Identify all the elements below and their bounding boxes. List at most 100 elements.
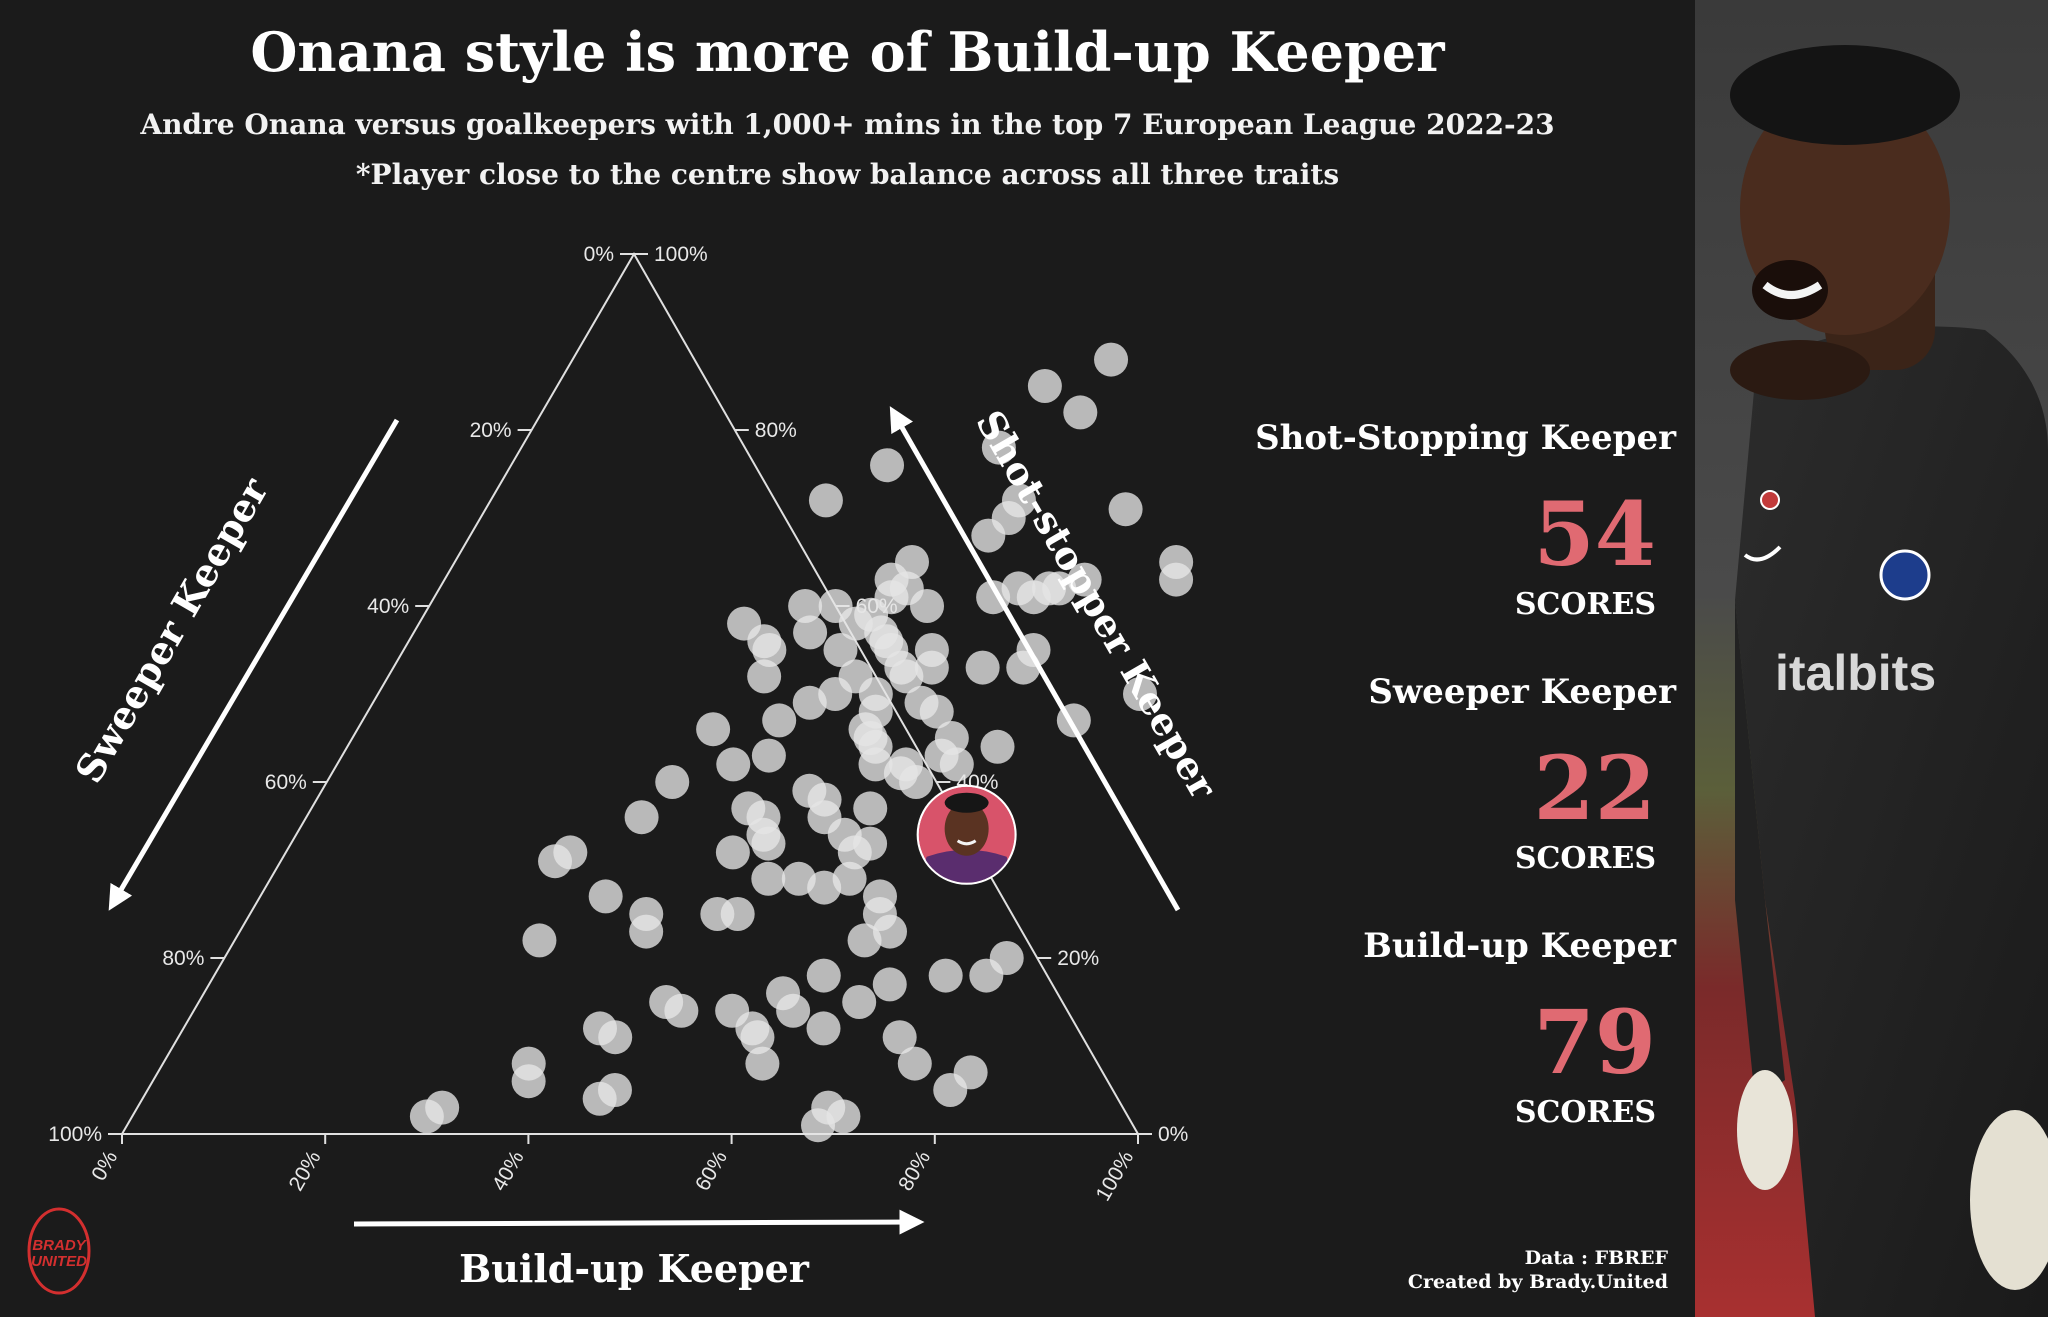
right-tick-label: 20% [1057, 947, 1099, 970]
keeper-point[interactable] [980, 729, 1015, 764]
keeper-point[interactable] [745, 1046, 780, 1081]
keeper-point[interactable] [792, 685, 827, 720]
left-tick-label: 20% [470, 419, 512, 442]
left-tick-label: 100% [48, 1123, 102, 1146]
keeper-point[interactable] [696, 712, 731, 747]
keeper-point[interactable] [1067, 562, 1102, 597]
left-tick-label: 40% [367, 595, 409, 618]
onana-marker [916, 784, 1017, 885]
keeper-point[interactable] [740, 1020, 775, 1055]
keeper-point[interactable] [720, 897, 755, 931]
shotstopper-axis-arrow [889, 406, 1181, 912]
sweeper-axis-arrow [108, 418, 400, 911]
onana-point[interactable] [916, 784, 1017, 885]
onana-face-icon [918, 786, 1015, 883]
keeper-point[interactable] [853, 791, 888, 826]
right-tick-label: 100% [654, 243, 708, 266]
sweeper-label: Sweeper Keeper [1368, 672, 1676, 712]
sweeper-score: 22 [1533, 736, 1656, 840]
buildup-score: 79 [1533, 990, 1656, 1094]
keeper-point[interactable] [910, 589, 945, 623]
keeper-point[interactable] [793, 615, 828, 650]
keeper-point[interactable] [842, 985, 877, 1019]
keeper-point[interactable] [716, 747, 751, 782]
keeper-point[interactable] [655, 765, 690, 799]
keeper-point[interactable] [939, 747, 974, 782]
keeper-point[interactable] [914, 633, 949, 667]
keeper-point[interactable] [965, 650, 1000, 685]
keeper-point[interactable] [776, 993, 811, 1028]
keeper-point[interactable] [762, 703, 797, 738]
keeper-point[interactable] [1094, 342, 1129, 377]
keeper-point[interactable] [989, 941, 1024, 975]
right-tick-label: 0% [1158, 1123, 1188, 1146]
chart-note: *Player close to the centre show balance… [355, 158, 1340, 191]
keeper-point[interactable] [806, 1011, 841, 1046]
shotstopping-score: 54 [1533, 482, 1656, 586]
keeper-point[interactable] [1108, 492, 1143, 527]
keeper-point[interactable] [1027, 369, 1062, 403]
keeper-point[interactable] [522, 923, 557, 958]
bottom-tick-label: 20% [285, 1147, 326, 1195]
sweeper-axis-label: Sweeper Keeper [66, 469, 277, 790]
keeper-point[interactable] [872, 967, 907, 1002]
keeper-point[interactable] [1123, 677, 1157, 711]
keeper-point[interactable] [629, 914, 664, 949]
creator-credit: Created by Brady.United [1407, 1271, 1668, 1293]
keeper-point[interactable] [715, 835, 750, 870]
keeper-point[interactable] [751, 738, 786, 773]
keeper-point[interactable] [751, 861, 786, 896]
keeper-point[interactable] [538, 844, 573, 879]
keeper-point[interactable] [588, 879, 623, 914]
keeper-point[interactable] [649, 985, 684, 1019]
buildup-label: Build-up Keeper [1363, 926, 1676, 966]
player-photo: italbits [1695, 0, 2048, 1317]
keeper-point[interactable] [953, 1055, 988, 1090]
keeper-point[interactable] [511, 1064, 546, 1099]
keeper-point[interactable] [934, 721, 969, 755]
data-source: Data : FBREF [1524, 1247, 1668, 1269]
keeper-point[interactable] [752, 633, 787, 667]
keeper-point[interactable] [882, 1020, 917, 1055]
keeper-points [409, 342, 1194, 1143]
keeper-point[interactable] [624, 800, 659, 835]
buildup-axis-arrow [353, 1209, 925, 1235]
keeper-point[interactable] [1159, 562, 1194, 597]
right-tick-label: 80% [755, 419, 797, 442]
keeper-point[interactable] [409, 1099, 444, 1134]
keeper-point[interactable] [808, 483, 843, 518]
svg-text:italbits: italbits [1775, 645, 1936, 701]
ternary-chart: 0% 20% 40% 60% 80% 100%0%20%40%60%80%100% 0%20… [48, 243, 1226, 1291]
keeper-point[interactable] [746, 800, 781, 835]
keeper-point[interactable] [837, 835, 872, 870]
bottom-tick-label: 80% [894, 1147, 935, 1195]
keeper-point[interactable] [792, 773, 827, 808]
keeper-point[interactable] [788, 589, 823, 623]
keeper-point[interactable] [847, 923, 882, 958]
keeper-point[interactable] [832, 861, 867, 896]
keeper-point[interactable] [870, 448, 905, 483]
keeper-point[interactable] [899, 765, 934, 799]
triangle-outline [120, 251, 1140, 1135]
keeper-point[interactable] [981, 430, 1016, 465]
bottom-tick-label: 100% [1092, 1147, 1139, 1205]
keeper-point[interactable] [1063, 395, 1098, 430]
keeper-point[interactable] [823, 633, 858, 667]
keeper-point[interactable] [598, 1020, 633, 1055]
keeper-point[interactable] [971, 518, 1006, 553]
bottom-tick-label: 0% [87, 1147, 122, 1185]
brady-united-logo: BRADY UNITED [27, 1207, 91, 1295]
bottom-tick-label: 40% [488, 1147, 529, 1195]
footer-credits: Data : FBREF Created by Brady.United [1408, 1246, 1668, 1294]
keeper-point[interactable] [928, 958, 963, 993]
keeper-point[interactable] [806, 958, 841, 993]
keeper-point[interactable] [597, 1073, 632, 1107]
keeper-point[interactable] [747, 659, 782, 694]
keeper-point[interactable] [919, 694, 954, 729]
left-tick-label: 80% [162, 947, 204, 970]
logo-text-top: BRADY [32, 1237, 87, 1254]
keeper-point[interactable] [897, 1046, 932, 1081]
keeper-point[interactable] [751, 826, 786, 861]
chart-title: Onana style is more of Build-up Keeper [250, 20, 1445, 84]
keeper-point[interactable] [826, 1099, 861, 1134]
